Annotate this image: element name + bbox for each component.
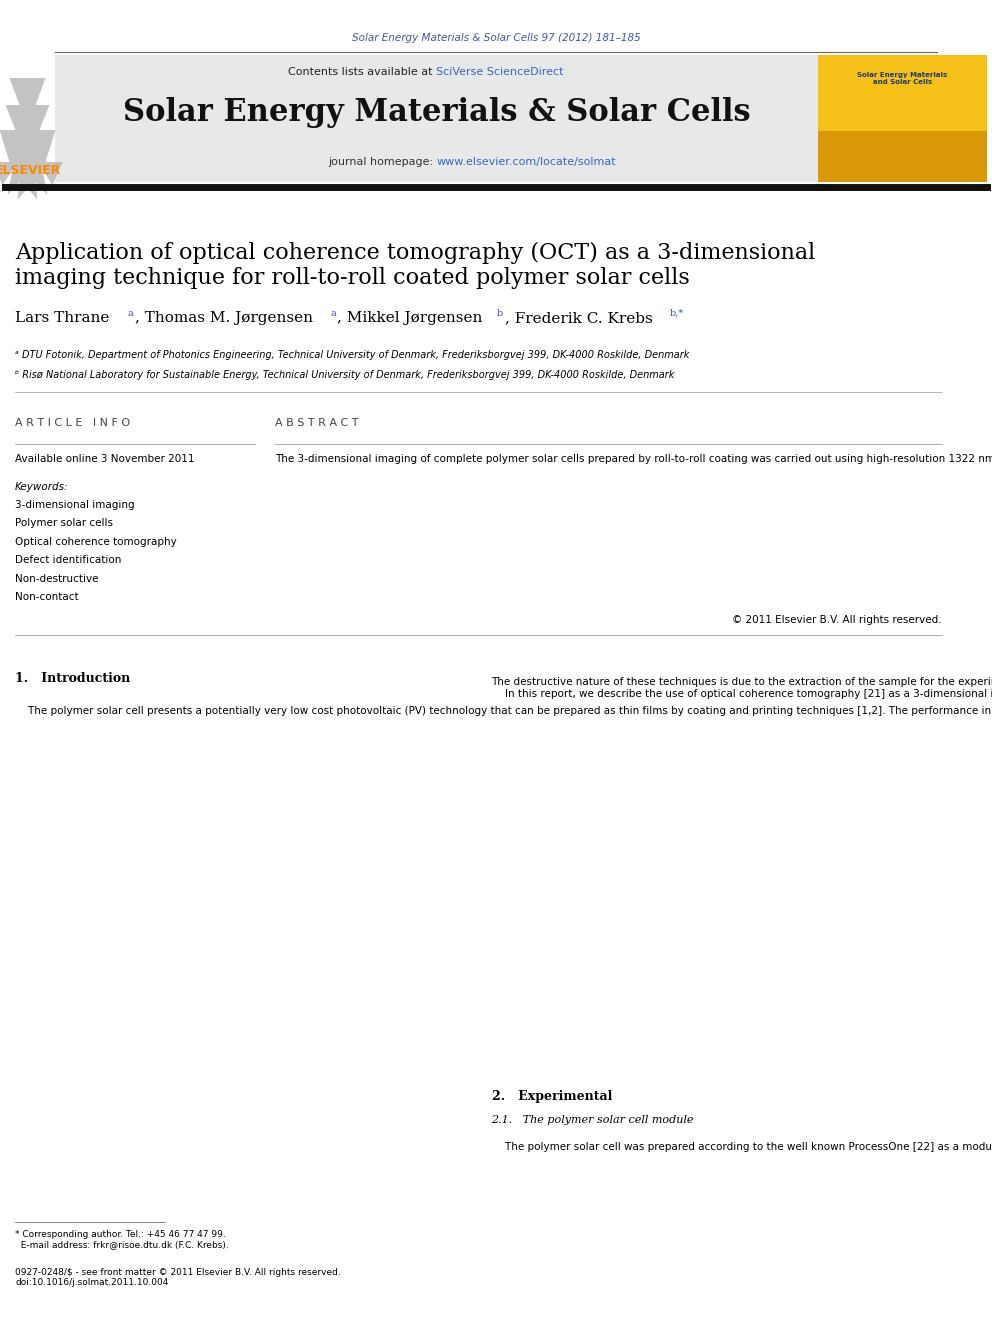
Text: 2.   Experimental: 2. Experimental — [491, 1090, 612, 1103]
Text: Defect identification: Defect identification — [15, 556, 121, 565]
Text: 3-dimensional imaging: 3-dimensional imaging — [15, 500, 135, 509]
Text: The polymer solar cell was prepared according to the well known ProcessOne [22] : The polymer solar cell was prepared acco… — [491, 1142, 992, 1152]
Text: A B S T R A C T: A B S T R A C T — [275, 418, 358, 429]
Text: The destructive nature of these techniques is due to the extraction of the sampl: The destructive nature of these techniqu… — [491, 677, 992, 699]
Text: Optical coherence tomography: Optical coherence tomography — [15, 537, 177, 546]
Text: ᵇ Risø National Laboratory for Sustainable Energy, Technical University of Denma: ᵇ Risø National Laboratory for Sustainab… — [15, 370, 675, 380]
Text: A R T I C L E   I N F O: A R T I C L E I N F O — [15, 418, 130, 429]
Text: www.elsevier.com/locate/solmat: www.elsevier.com/locate/solmat — [436, 157, 616, 167]
Text: Contents lists available at: Contents lists available at — [289, 67, 436, 77]
Text: a: a — [330, 310, 335, 318]
Text: Lars Thrane: Lars Thrane — [15, 311, 109, 325]
Text: Non-contact: Non-contact — [15, 593, 78, 602]
Bar — [818, 56, 987, 183]
Text: ᵃ DTU Fotonik, Department of Photonics Engineering, Technical University of Denm: ᵃ DTU Fotonik, Department of Photonics E… — [15, 351, 689, 360]
Bar — [5, 56, 55, 183]
Text: Keywords:: Keywords: — [15, 482, 68, 492]
Text: The 3-dimensional imaging of complete polymer solar cells prepared by roll-to-ro: The 3-dimensional imaging of complete po… — [275, 454, 992, 464]
Text: Solar Energy Materials & Solar Cells: Solar Energy Materials & Solar Cells — [123, 97, 750, 127]
Text: Solar Energy Materials
and Solar Cells: Solar Energy Materials and Solar Cells — [857, 71, 947, 85]
Text: , Mikkel Jørgensen: , Mikkel Jørgensen — [337, 311, 482, 325]
Text: Available online 3 November 2011: Available online 3 November 2011 — [15, 454, 194, 464]
Text: © 2011 Elsevier B.V. All rights reserved.: © 2011 Elsevier B.V. All rights reserved… — [732, 615, 942, 624]
Text: , Frederik C. Krebs: , Frederik C. Krebs — [505, 311, 653, 325]
Text: , Thomas M. Jørgensen: , Thomas M. Jørgensen — [135, 311, 313, 325]
Text: b: b — [497, 310, 503, 318]
Text: Polymer solar cells: Polymer solar cells — [15, 519, 113, 528]
Bar — [55, 56, 818, 183]
Text: Solar Energy Materials & Solar Cells 97 (2012) 181–185: Solar Energy Materials & Solar Cells 97 … — [351, 33, 641, 44]
Text: 2.1.   The polymer solar cell module: 2.1. The polymer solar cell module — [491, 1115, 694, 1125]
Text: SciVerse ScienceDirect: SciVerse ScienceDirect — [436, 67, 564, 77]
Text: * Corresponding author. Tel.: +45 46 77 47 99.
  E-mail address: frkr@risoe.dtu.: * Corresponding author. Tel.: +45 46 77 … — [15, 1230, 229, 1249]
Text: Application of optical coherence tomography (OCT) as a 3-dimensional
imaging tec: Application of optical coherence tomogra… — [15, 242, 815, 290]
Text: 1.   Introduction: 1. Introduction — [15, 672, 130, 685]
Text: ELSEVIER: ELSEVIER — [0, 164, 61, 176]
Polygon shape — [0, 78, 62, 200]
Text: 0927-0248/$ - see front matter © 2011 Elsevier B.V. All rights reserved.
doi:10.: 0927-0248/$ - see front matter © 2011 El… — [15, 1267, 340, 1287]
Text: journal homepage:: journal homepage: — [327, 157, 436, 167]
Text: b,*: b,* — [670, 310, 684, 318]
Text: a: a — [128, 310, 134, 318]
Bar — [818, 131, 987, 183]
Text: Non-destructive: Non-destructive — [15, 574, 98, 583]
Text: The polymer solar cell presents a potentially very low cost photovoltaic (PV) te: The polymer solar cell presents a potent… — [15, 706, 992, 716]
